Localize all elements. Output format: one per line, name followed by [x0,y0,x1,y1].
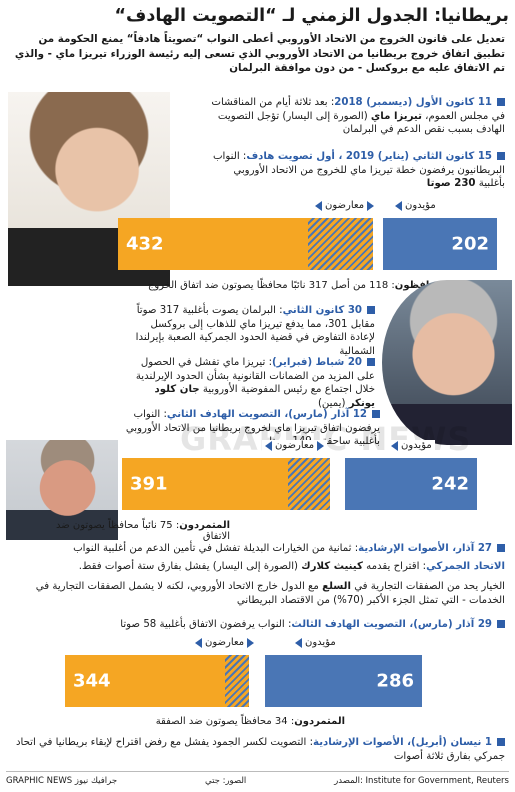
source: المصدر: Institute for Government, Reuter… [334,776,509,786]
rebels-caption-3: المتمردون: 34 محافظاً يصوتون ضد الصفقة [155,716,345,727]
timeline-entry-1-apr: 1 نيسان (أبريل)، الأصوات الإرشادية: التص… [15,737,505,762]
footer: GRAPHIC NEWS جرافيك نيوز الصور: جتي المص… [6,771,509,786]
bar-against: 344 [65,655,225,707]
bar-against: 391 [122,458,288,510]
arrow-left-icon [315,200,322,211]
bullet-square [367,358,375,366]
arrow-left-icon [395,200,402,211]
arrow-left-icon [295,637,302,648]
bar-for: 242 [345,458,477,510]
photo-kenneth-clarke [6,440,118,540]
against-label: معارضون [192,637,258,648]
arrow-left-icon [265,440,272,451]
bullet-square [497,152,505,160]
bullet-square [497,738,505,746]
timeline-entry-20-feb: 20 شباط (فبراير): تيريزا ماي تفشل في الح… [135,357,375,409]
timeline-entry-30-jan: 30 كانون الثاني: البرلمان يصوت بأغلبية 3… [135,305,375,357]
timeline-entry-jan-2019: 15 كانون الثاني (يناير) 2019 ، أول تصويت… [212,151,505,189]
bar-for: 202 [383,218,497,270]
arrow-right-icon [317,440,325,451]
bullet-square [497,98,505,106]
for-label: مؤيدون [392,200,439,211]
arrow-left-icon [195,637,202,648]
bullet-square [367,306,375,314]
for-label: مؤيدون [292,637,339,648]
bullet-square [497,544,505,552]
timeline-entry-27-mar: 27 آذار، الأصوات الإرشادية: ثمانية من ال… [15,542,505,556]
vote-chart-2: معارضون مؤيدون 391 242 [0,440,515,520]
photo-juncker [382,280,512,445]
rebels-caption-2: المتمردون: 75 نائباً محافظاً يصوتون ضد ا… [55,520,230,542]
for-label: مؤيدون [388,440,435,451]
page-title: بريطانيا: الجدول الزمني لـ “التصويت الها… [114,6,510,26]
bar-for: 286 [265,655,422,707]
timeline-entry-customs-detail: الخيار يحد من الصفقات التجارية في السلع … [35,581,505,606]
timeline-entry-customs-union: الاتحاد الجمركي: اقتراح يقدمه كينيث كلار… [78,561,505,572]
arrow-right-icon [247,637,255,648]
against-label: معارضون [312,200,378,211]
arrow-left-icon [391,440,398,451]
brand: GRAPHIC NEWS جرافيك نيوز [6,776,118,786]
timeline-entry-29-mar: 29 آذار (مارس)، التصويت الهادف الثالث: ا… [15,618,505,632]
vote-chart-1: معارضون مؤيدون 432 202 [0,200,515,280]
bar-against: 432 [118,218,308,270]
watermark: GRAPHIC NEWS [180,420,472,458]
arrow-right-icon [367,200,375,211]
vote-chart-3: معارضون مؤيدون 344 286 [0,637,515,717]
bar-rebels [288,458,330,510]
against-label: معارضون [262,440,328,451]
bullet-square [497,620,505,628]
timeline-entry-dec-2018: 11 كانون الأول (ديسمبر) 2018: بعد ثلاثة … [211,97,505,135]
bullet-square [372,410,380,418]
subtitle: تعديل على قانون الخروج من الاتحاد الأورو… [14,33,505,74]
photo-credit: الصور: جتي [204,776,247,786]
bar-rebels [308,218,373,270]
bar-rebels [225,655,249,707]
